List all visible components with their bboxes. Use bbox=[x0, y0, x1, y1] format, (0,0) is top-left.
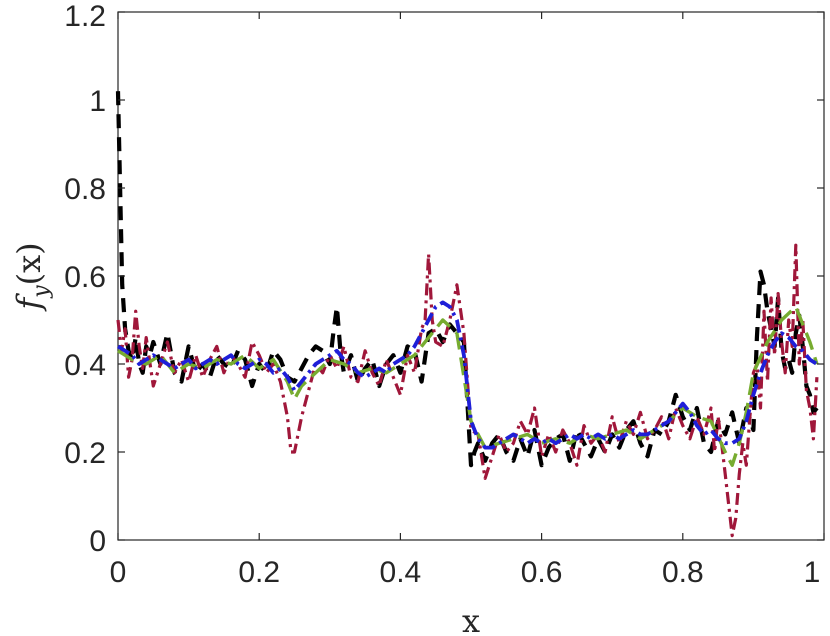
y-tick-label: 0.8 bbox=[64, 173, 106, 206]
x-tick-label: 0.6 bbox=[521, 556, 563, 589]
x-tick-label: 0 bbox=[110, 556, 127, 589]
plot-area bbox=[117, 11, 825, 541]
ticks-layer: 0 0.2 0.4 0.6 0.8 1 0 0.2 0.4 0.6 0.8 1 1.2 bbox=[64, 0, 825, 589]
x-tick-label: 1 bbox=[804, 556, 821, 589]
y-tick-label: 1.2 bbox=[64, 0, 106, 33]
y-axis-label-args: (x) bbox=[10, 242, 48, 285]
y-axis-label-subscript: y bbox=[29, 285, 54, 299]
x-axis-label: x bbox=[462, 602, 480, 636]
x-tick-label: 0.4 bbox=[380, 556, 422, 589]
y-tick-label: 1 bbox=[89, 85, 106, 118]
series-line-3 bbox=[117, 305, 819, 467]
series-line-1 bbox=[115, 91, 819, 468]
y-tick-label: 0.2 bbox=[64, 437, 106, 470]
y-tick-label: 0.6 bbox=[64, 261, 106, 294]
x-tick-label: 0.8 bbox=[662, 556, 704, 589]
y-tick-label: 0.4 bbox=[64, 349, 106, 382]
y-tick-label: 0 bbox=[89, 525, 106, 558]
y-axis-label: fy(x) bbox=[10, 242, 54, 311]
x-tick-label: 0.2 bbox=[238, 556, 280, 589]
series-line-4 bbox=[116, 300, 818, 450]
series-layer bbox=[115, 91, 819, 538]
